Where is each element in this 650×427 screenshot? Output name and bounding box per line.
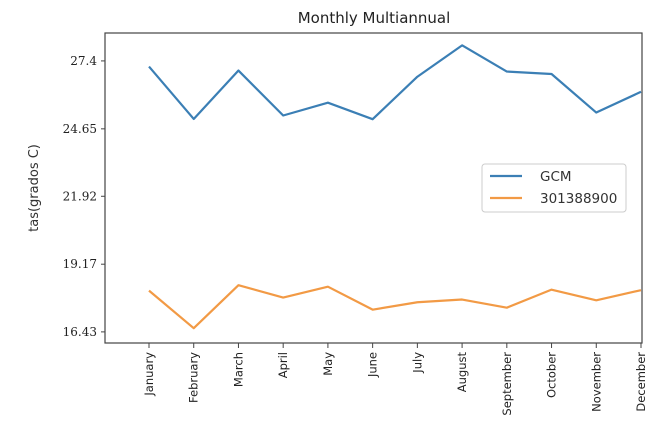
series-line-gcm — [148, 44, 642, 121]
chart-title: Monthly Multiannual — [298, 9, 451, 27]
x-tick-label: March — [231, 352, 245, 387]
legend: GCM 301388900 — [481, 163, 627, 213]
x-tick-label: November — [589, 352, 603, 412]
x-tick-label: February — [187, 352, 201, 403]
x-tick-label: July — [410, 352, 424, 374]
x-tick-label: August — [455, 352, 469, 393]
y-tick-label: 24.65 — [63, 122, 97, 136]
y-tick-label: 19.17 — [63, 257, 97, 271]
y-tick-label: 27.4 — [70, 54, 97, 68]
y-axis-label: tas(grados C) — [27, 144, 42, 232]
x-tick-label: January — [142, 352, 156, 397]
y-tick-label: 21.92 — [63, 189, 97, 203]
x-tick-label: October — [545, 352, 559, 398]
series-line-301388900 — [148, 284, 642, 330]
x-tick-label: May — [321, 352, 335, 376]
x-tick-label: September — [500, 352, 514, 416]
y-tick-label: 16.43 — [63, 325, 97, 339]
x-tick-label: December — [634, 352, 648, 412]
x-tick-label: June — [366, 352, 380, 378]
legend-label-gcm: GCM — [540, 169, 572, 185]
legend-label-301388900: 301388900 — [540, 191, 617, 207]
x-tick-label: April — [276, 352, 290, 378]
